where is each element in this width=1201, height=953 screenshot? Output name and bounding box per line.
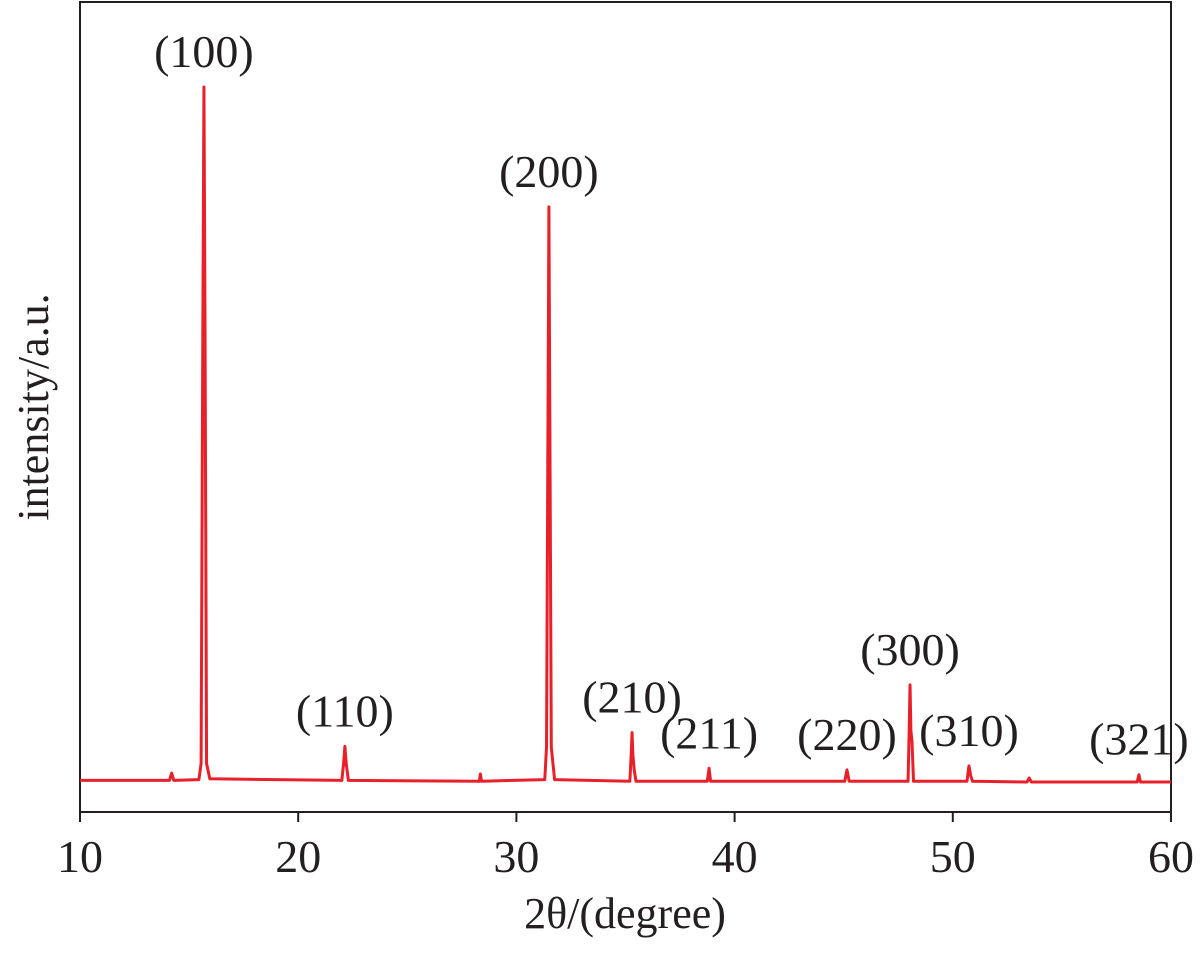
x-tick-label: 40	[712, 831, 758, 882]
peak-label: (300)	[860, 624, 960, 675]
peak-label: (310)	[919, 705, 1019, 756]
peak-label: (220)	[797, 709, 897, 760]
peak-label: (100)	[154, 26, 254, 77]
peak-label: (210)	[582, 672, 682, 723]
y-axis-label: intensity/a.u.	[9, 293, 58, 520]
x-tick-label: 20	[275, 831, 321, 882]
x-tick-label: 60	[1148, 831, 1194, 882]
x-tick-label: 50	[930, 831, 976, 882]
x-tick-label: 30	[493, 831, 539, 882]
peak-label: (110)	[296, 685, 394, 736]
peak-label: (200)	[499, 146, 599, 197]
x-axis-label: 2θ/(degree)	[524, 889, 726, 938]
peak-label: (321)	[1089, 714, 1189, 765]
peak-label: (211)	[660, 707, 758, 758]
x-tick-label: 10	[57, 831, 103, 882]
plot-frame	[79, 1, 1172, 813]
line-series	[80, 85, 1171, 784]
